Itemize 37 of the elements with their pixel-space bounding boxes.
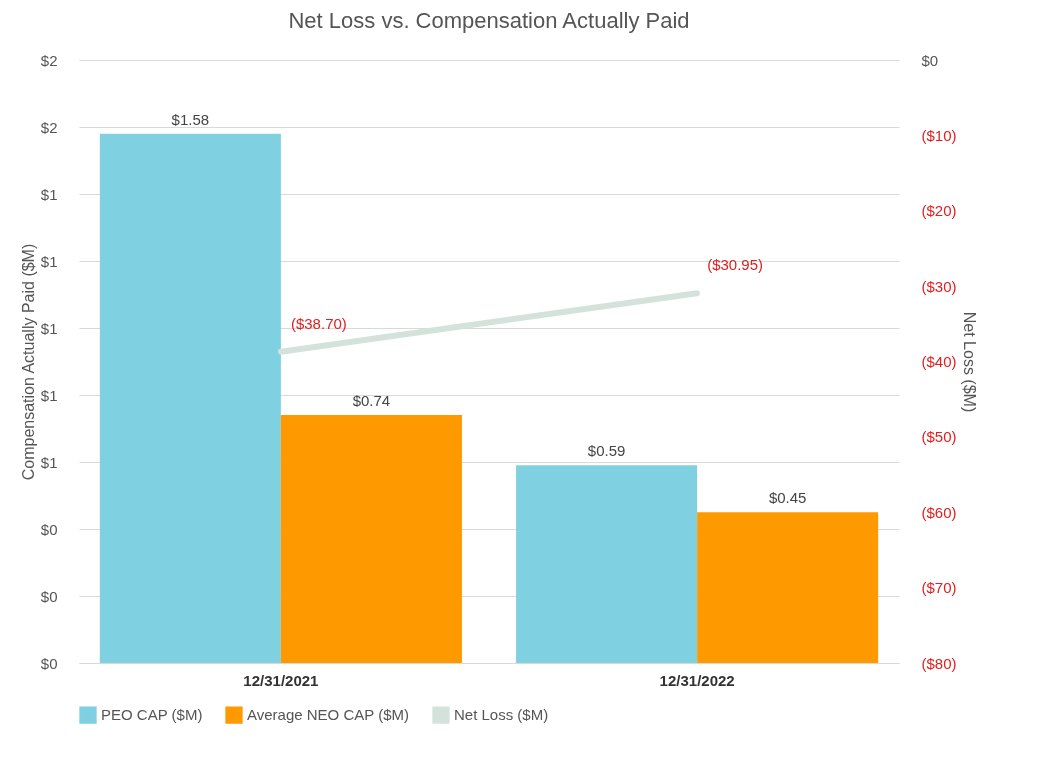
y2-tick-label: ($70): [921, 579, 957, 597]
legend-label: Average NEO CAP ($M): [247, 706, 410, 724]
bar: [697, 512, 879, 663]
y-tick-label: $0: [40, 520, 58, 538]
y2-axis-title: Net Loss ($M): [960, 311, 978, 413]
y-tick-label: $0: [40, 587, 58, 605]
y-tick-label: $2: [40, 118, 58, 136]
data-label: $0.59: [587, 442, 626, 460]
y-tick-label: $1: [40, 453, 58, 471]
data-label: ($30.95): [707, 256, 764, 274]
y-tick-label: $0: [40, 654, 58, 672]
bar: [280, 415, 462, 663]
y2-tick-label: $0: [921, 51, 939, 69]
data-label: $0.74: [352, 392, 391, 410]
bar: [99, 133, 281, 663]
y-tick-label: $1: [40, 319, 58, 337]
y-tick-label: $1: [40, 252, 58, 270]
y2-tick-label: ($30): [921, 277, 957, 295]
y2-tick-label: ($50): [921, 428, 957, 446]
y2-tick-label: ($10): [921, 126, 957, 144]
y-axis-title: Compensation Actually Paid ($M): [19, 243, 37, 481]
bar: [516, 465, 698, 663]
x-tick-label: 12/31/2021: [243, 671, 319, 689]
legend-label: Net Loss ($M): [454, 706, 549, 724]
y-tick-label: $2: [40, 51, 58, 69]
data-label: $0.45: [768, 489, 807, 507]
y2-tick-label: ($20): [921, 202, 957, 220]
y2-tick-label: ($80): [921, 654, 957, 672]
legend-label: PEO CAP ($M): [101, 706, 203, 724]
chart-title: Net Loss vs. Compensation Actually Paid: [288, 8, 690, 33]
y2-tick-label: ($60): [921, 503, 957, 521]
data-label: ($38.70): [290, 314, 347, 332]
y2-tick-label: ($40): [921, 353, 957, 370]
y-tick-label: $1: [40, 386, 58, 404]
y-tick-label: $1: [40, 185, 58, 203]
x-tick-label: 12/31/2022: [659, 671, 735, 689]
data-label: $1.58: [171, 110, 210, 128]
